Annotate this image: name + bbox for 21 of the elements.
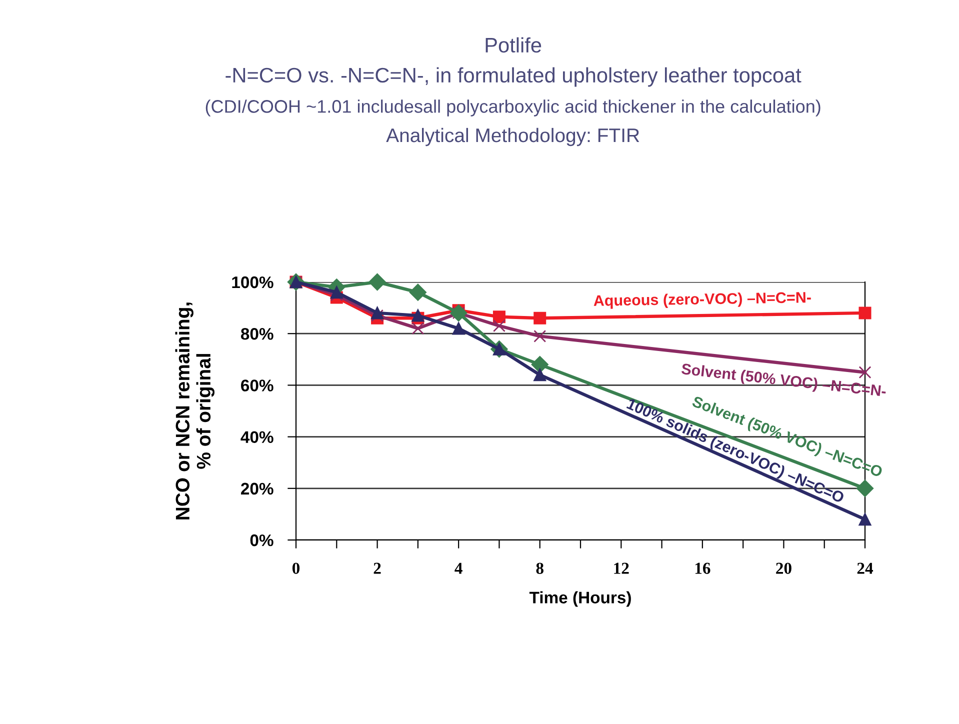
- y-tick-label: 100%: [232, 276, 274, 288]
- x-tick-label: 20: [776, 562, 792, 574]
- y-axis-title: NCO or NCN remaining, % of original: [175, 302, 214, 520]
- y-tick-label: 40%: [240, 431, 274, 444]
- y-tick-label: 20%: [241, 482, 274, 495]
- x-tick-label: 8: [536, 562, 544, 574]
- x-tick-label: 4: [454, 562, 462, 574]
- y-tick-label: 60%: [241, 380, 274, 392]
- x-axis-title: Time (Hours): [529, 591, 631, 607]
- text: Analytical Methodology: FTIR: [386, 128, 640, 146]
- chart-subtitle: -N=C=O vs. -N=C=N-, in formulated upholstery leather topcoat: [226, 67, 802, 87]
- x-tick-label: 24: [857, 562, 874, 574]
- y-tick-label: 80%: [240, 328, 274, 340]
- text: (CDI/COOH ~1.01 includesall polycarboxylic acid thickener in the calculation): [206, 100, 820, 116]
- y-tick-label: 0%: [250, 534, 274, 546]
- series-label: Aqueous (zero-VOC) –N=C=N-: [594, 291, 811, 310]
- x-tick-label: 2: [374, 562, 381, 574]
- x-tick-label: 0: [292, 562, 300, 574]
- x-tick-label: 16: [695, 562, 710, 574]
- chart-title: Potlife: [486, 37, 542, 53]
- x-tick-label: 12: [614, 562, 629, 574]
